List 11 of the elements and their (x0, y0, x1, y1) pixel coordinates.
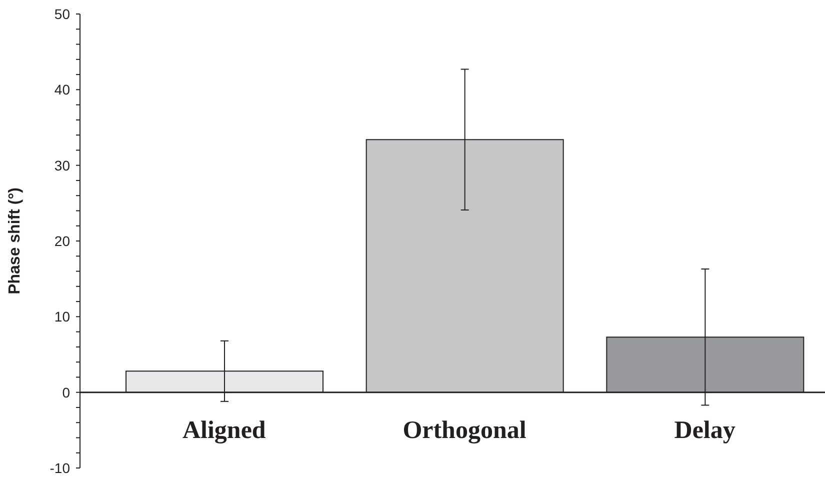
y-tick-label: 10 (54, 308, 70, 325)
y-tick-label: 0 (62, 384, 70, 400)
y-tick-label: 40 (54, 82, 70, 98)
y-tick-label: 50 (54, 6, 70, 22)
y-tick-label: 20 (54, 233, 70, 249)
x-tick-label: Delay (674, 417, 736, 444)
y-tick-label: 30 (54, 157, 70, 174)
y-tick-label: -10 (50, 460, 70, 476)
y-axis-title: Phase shift (°) (6, 188, 24, 294)
x-tick-label: Orthogonal (402, 417, 526, 444)
x-tick-label: Aligned (182, 417, 266, 444)
